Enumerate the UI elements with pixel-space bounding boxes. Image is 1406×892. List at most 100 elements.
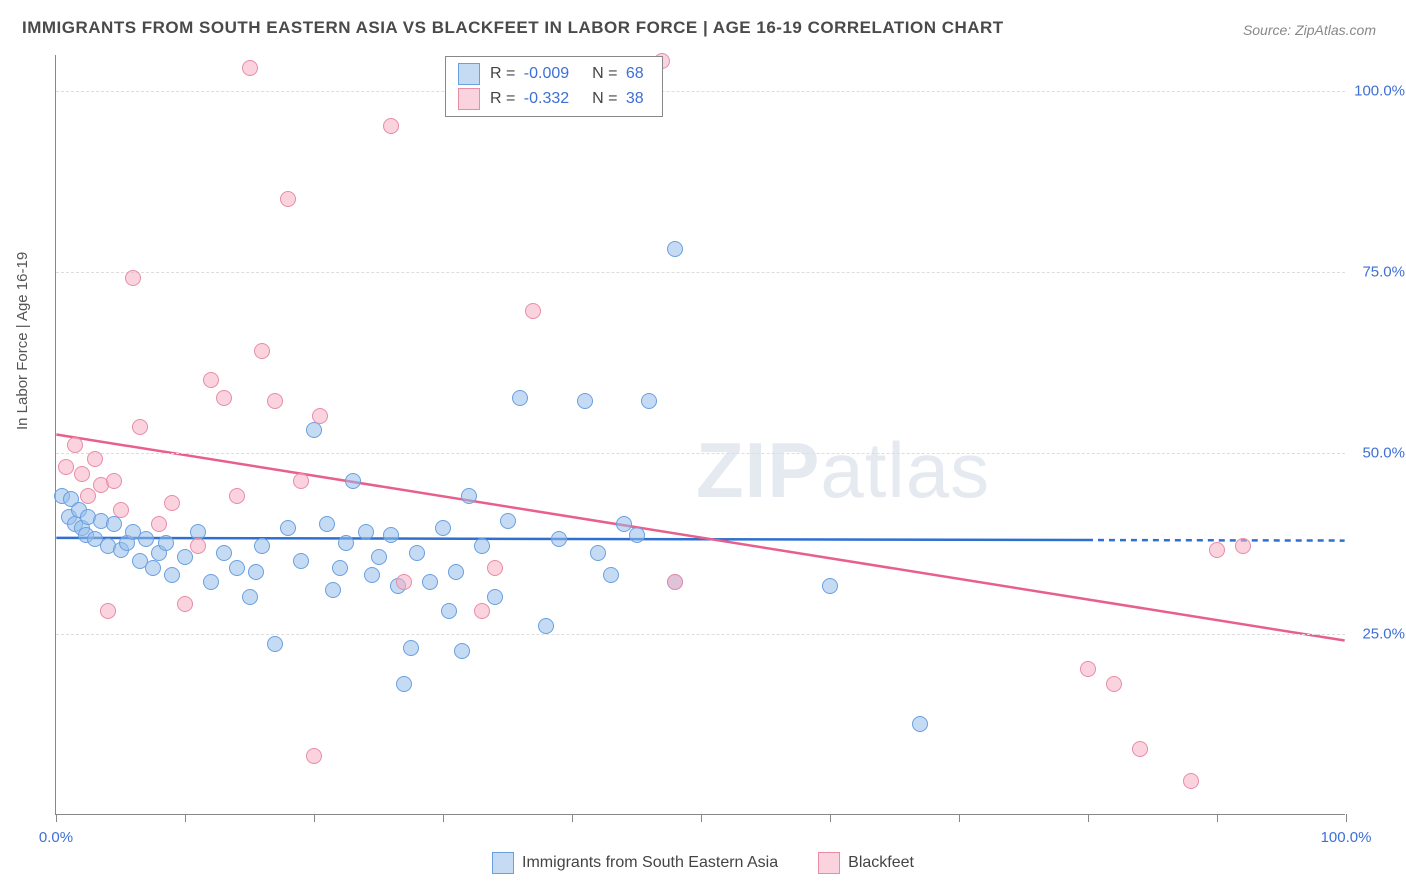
gridline-h bbox=[56, 91, 1345, 92]
blackfeet-point bbox=[525, 303, 541, 319]
seasia-point bbox=[403, 640, 419, 656]
legend-swatch-icon bbox=[458, 63, 480, 85]
legend-swatch-icon bbox=[458, 88, 480, 110]
blackfeet-point bbox=[216, 390, 232, 406]
blackfeet-point bbox=[203, 372, 219, 388]
seasia-point bbox=[248, 564, 264, 580]
gridline-h bbox=[56, 453, 1345, 454]
seasia-point bbox=[254, 538, 270, 554]
blackfeet-point bbox=[151, 516, 167, 532]
seasia-point bbox=[500, 513, 516, 529]
seasia-point bbox=[229, 560, 245, 576]
seasia-point bbox=[383, 527, 399, 543]
seasia-point bbox=[409, 545, 425, 561]
y-tick-label: 25.0% bbox=[1350, 626, 1405, 643]
seasia-point bbox=[319, 516, 335, 532]
seasia-point bbox=[158, 535, 174, 551]
blackfeet-point bbox=[113, 502, 129, 518]
seasia-point bbox=[293, 553, 309, 569]
blackfeet-point bbox=[1235, 538, 1251, 554]
blackfeet-point bbox=[383, 118, 399, 134]
seasia-point bbox=[422, 574, 438, 590]
legend-bottom-item-seasia: Immigrants from South Eastern Asia bbox=[492, 852, 778, 874]
seasia-point bbox=[441, 603, 457, 619]
blackfeet-point bbox=[1080, 661, 1096, 677]
blackfeet-point bbox=[267, 393, 283, 409]
x-tick bbox=[830, 814, 831, 822]
seasia-point bbox=[364, 567, 380, 583]
gridline-h bbox=[56, 634, 1345, 635]
seasia-point bbox=[590, 545, 606, 561]
seasia-point bbox=[435, 520, 451, 536]
blackfeet-point bbox=[254, 343, 270, 359]
seasia-point bbox=[164, 567, 180, 583]
seasia-point bbox=[177, 549, 193, 565]
y-tick-label: 50.0% bbox=[1350, 445, 1405, 462]
blackfeet-point bbox=[293, 473, 309, 489]
x-tick bbox=[959, 814, 960, 822]
blackfeet-point bbox=[100, 603, 116, 619]
seasia-point bbox=[306, 422, 322, 438]
seasia-point bbox=[474, 538, 490, 554]
seasia-point bbox=[667, 241, 683, 257]
x-tick bbox=[1088, 814, 1089, 822]
blackfeet-point bbox=[396, 574, 412, 590]
seasia-point bbox=[577, 393, 593, 409]
blackfeet-point bbox=[106, 473, 122, 489]
seasia-point bbox=[603, 567, 619, 583]
legend-correlation-box: R = -0.009 N = 68R = -0.332 N = 38 bbox=[445, 56, 663, 117]
legend-series-label: Blackfeet bbox=[848, 854, 914, 872]
seasia-point bbox=[203, 574, 219, 590]
seasia-point bbox=[487, 589, 503, 605]
blackfeet-point bbox=[474, 603, 490, 619]
seasia-point bbox=[267, 636, 283, 652]
legend-bottom-item-blackfeet: Blackfeet bbox=[818, 852, 914, 874]
legend-n-label: N = 38 bbox=[583, 90, 647, 108]
seasia-point bbox=[138, 531, 154, 547]
seasia-point bbox=[371, 549, 387, 565]
seasia-point bbox=[332, 560, 348, 576]
seasia-point bbox=[912, 716, 928, 732]
seasia-point bbox=[551, 531, 567, 547]
seasia-point bbox=[216, 545, 232, 561]
seasia-point bbox=[448, 564, 464, 580]
y-tick-label: 100.0% bbox=[1350, 83, 1405, 100]
x-tick bbox=[56, 814, 57, 822]
seasia-trend-line bbox=[56, 538, 1087, 540]
legend-n-label: N = 68 bbox=[583, 65, 647, 83]
legend-r-label: R = -0.009 bbox=[490, 65, 573, 83]
legend-swatch-icon bbox=[818, 852, 840, 874]
seasia-point bbox=[641, 393, 657, 409]
seasia-point bbox=[280, 520, 296, 536]
blackfeet-point bbox=[132, 419, 148, 435]
plot-area: ZIPatlas 25.0%50.0%75.0%100.0%0.0%100.0% bbox=[55, 55, 1345, 815]
x-tick bbox=[1217, 814, 1218, 822]
seasia-point bbox=[345, 473, 361, 489]
legend-swatch-icon bbox=[492, 852, 514, 874]
blackfeet-point bbox=[177, 596, 193, 612]
trend-lines-svg bbox=[56, 55, 1345, 814]
legend-series-label: Immigrants from South Eastern Asia bbox=[522, 854, 778, 872]
x-tick bbox=[1346, 814, 1347, 822]
blackfeet-point bbox=[67, 437, 83, 453]
seasia-point bbox=[822, 578, 838, 594]
y-axis-label: In Labor Force | Age 16-19 bbox=[14, 252, 31, 430]
x-tick bbox=[443, 814, 444, 822]
blackfeet-point bbox=[190, 538, 206, 554]
blackfeet-point bbox=[125, 270, 141, 286]
blackfeet-point bbox=[306, 748, 322, 764]
seasia-point bbox=[338, 535, 354, 551]
legend-row-seasia: R = -0.009 N = 68 bbox=[458, 63, 648, 85]
gridline-h bbox=[56, 272, 1345, 273]
x-tick-label: 100.0% bbox=[1321, 829, 1372, 846]
seasia-point bbox=[358, 524, 374, 540]
seasia-point bbox=[106, 516, 122, 532]
y-tick-label: 75.0% bbox=[1350, 264, 1405, 281]
chart-source: Source: ZipAtlas.com bbox=[1243, 22, 1376, 38]
blackfeet-point bbox=[80, 488, 96, 504]
blackfeet-point bbox=[487, 560, 503, 576]
seasia-point bbox=[145, 560, 161, 576]
blackfeet-point bbox=[312, 408, 328, 424]
blackfeet-point bbox=[1183, 773, 1199, 789]
blackfeet-point bbox=[87, 451, 103, 467]
